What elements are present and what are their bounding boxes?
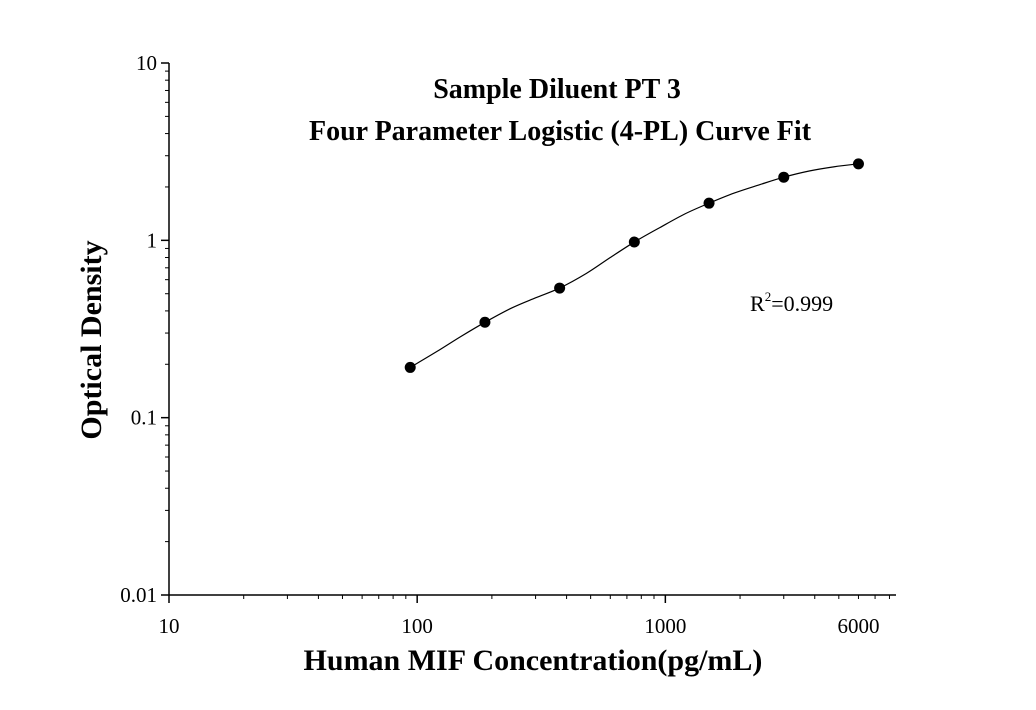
data-point (852, 158, 864, 170)
r-squared-base: R (750, 291, 765, 316)
x-tick-label: 1000 (644, 614, 686, 638)
data-point (703, 197, 715, 209)
y-tick-label: 0.01 (120, 583, 157, 607)
data-point (479, 316, 491, 328)
y-tick-label: 0.1 (131, 406, 157, 430)
y-axis-title: Optical Density (75, 240, 108, 439)
data-point (554, 282, 566, 294)
data-point (628, 236, 640, 248)
chart-subtitle: Four Parameter Logistic (4-PL) Curve Fit (309, 116, 812, 147)
r-squared-value: =0.999 (771, 291, 833, 316)
data-point (404, 361, 416, 373)
data-point (778, 171, 790, 183)
y-tick-label: 10 (136, 51, 157, 75)
r-squared-superscript: 2 (765, 289, 772, 304)
chart-title: Sample Diluent PT 3 (433, 74, 681, 105)
fit-curve-line (409, 163, 859, 368)
x-tick-label: 6000 (837, 614, 879, 638)
x-tick-label: 100 (401, 614, 433, 638)
r-squared-annotation: R2=0.999 (750, 289, 833, 316)
y-tick-label: 1 (147, 228, 158, 252)
x-tick-label: 10 (159, 614, 180, 638)
x-axis-title: Human MIF Concentration(pg/mL) (304, 644, 763, 677)
